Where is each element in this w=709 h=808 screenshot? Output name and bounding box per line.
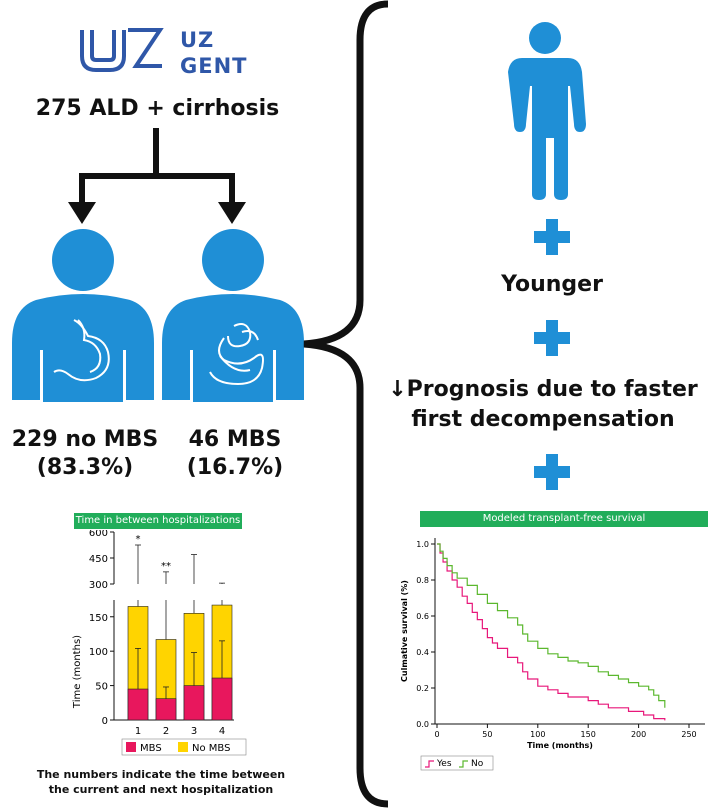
group-mbs-label: 46 MBS (188, 427, 282, 452)
finding-younger: Younger (501, 272, 603, 297)
x-tick-label: 50 (482, 730, 492, 739)
x-tick-label: 200 (631, 730, 646, 739)
y-tick-label: 1.0 (416, 540, 429, 549)
stomach-icon (53, 319, 110, 382)
curly-brace (303, 0, 389, 808)
x-tick-label: 150 (581, 730, 596, 739)
x-tick-label: 1 (135, 726, 141, 737)
legend-swatch-no-mbs (178, 742, 188, 752)
split-arrows (68, 128, 246, 224)
y-tick-label: 0.4 (416, 648, 429, 657)
logo-text-line1: UZ (180, 28, 215, 52)
bypass-intestine-icon (209, 323, 264, 386)
group-no-mbs-pct: (83.3%) (36, 455, 134, 480)
bar-mbs (183, 685, 205, 721)
survival-curve-no (437, 543, 666, 708)
x-tick-label: 2 (163, 726, 169, 737)
bar-mbs (127, 688, 149, 721)
legend-label-no: No (471, 759, 484, 769)
legend-label-yes: Yes (436, 759, 452, 769)
y-axis-label: Time (months) (72, 635, 83, 709)
legend-swatch-yes (425, 760, 434, 768)
y-tick-label: 0.0 (416, 720, 429, 729)
legend-label-mbs: MBS (140, 743, 162, 754)
y-tick-label: 150 (89, 613, 108, 624)
y-axis-label: Culmative survival (%) (400, 580, 409, 682)
y-tick-label: 100 (89, 647, 108, 658)
y-tick-label: 0 (102, 716, 108, 727)
significance-marker: * (136, 534, 141, 545)
plus-icon (534, 219, 570, 255)
x-tick-label: 3 (191, 726, 197, 737)
bar-mbs (211, 677, 233, 721)
person-mbs (162, 229, 304, 402)
logo-text-line2: GENT (180, 54, 248, 78)
legend-swatch-mbs (126, 742, 136, 752)
surv-chart-title: Modeled transplant-free survival (420, 511, 708, 527)
plus-icon (534, 320, 570, 356)
hosp-caption-line2: the current and next hospitalization (48, 783, 274, 796)
y-tick-label: 50 (95, 682, 108, 693)
hosp-chart-title: Time in between hospitalizations (74, 513, 242, 529)
y-tick-label: 0.6 (416, 612, 429, 621)
arrow-down-icon: ↓ (388, 377, 407, 402)
x-axis-label: Time (months) (527, 741, 593, 750)
x-tick-label: 100 (530, 730, 545, 739)
bar-mbs (155, 698, 177, 721)
y-tick-label: 600 (89, 530, 108, 539)
person-younger-icon (508, 22, 586, 200)
group-no-mbs-label: 229 no MBS (11, 427, 159, 452)
x-tick-label: 250 (681, 730, 696, 739)
y-tick-label: 0.8 (416, 576, 429, 585)
finding-prognosis-line2: first decompensation (411, 407, 675, 432)
prognosis-text: Prognosis due to faster (406, 377, 698, 402)
significance-marker: ** (161, 561, 171, 572)
cohort-title: 275 ALD + cirrhosis (35, 96, 280, 121)
survival-chart: 0.0 0.2 0.4 0.6 0.8 1.0 0 50 100 150 200 250 Time (m… (400, 538, 705, 771)
survival-curve-yes (437, 543, 666, 721)
y-tick-label: 300 (89, 580, 108, 591)
y-tick-label: 0.2 (416, 684, 429, 693)
x-tick-label: 0 (434, 730, 439, 739)
plus-icon (534, 454, 570, 490)
legend-label-no-mbs: No MBS (192, 743, 230, 754)
hospitalization-chart: 0 50 100 150 300 450 600 Time (months) 1 * 2 ** 3 4 MB… (72, 530, 247, 756)
legend-box (420, 755, 494, 771)
legend-swatch-no (459, 760, 468, 768)
group-mbs-pct: (16.7%) (186, 455, 284, 480)
finding-prognosis-line1: ↓Prognosis due to faster (388, 377, 698, 402)
y-tick-label: 450 (89, 554, 108, 565)
x-tick-label: 4 (219, 726, 225, 737)
person-no-mbs (12, 229, 154, 402)
hosp-caption-line1: The numbers indicate the time between (36, 768, 286, 781)
uz-gent-logo (80, 28, 164, 72)
